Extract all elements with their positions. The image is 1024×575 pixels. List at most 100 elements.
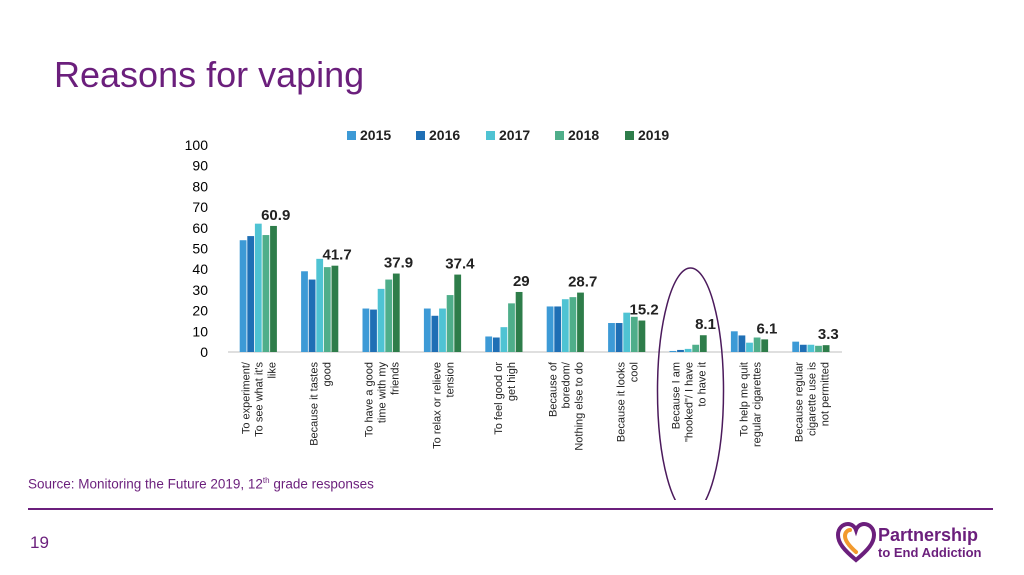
category-label: Because I am (671, 362, 683, 429)
bar (761, 339, 769, 352)
category-label: To help me quit (738, 362, 750, 437)
data-label: 15.2 (629, 302, 658, 319)
bar (485, 336, 493, 352)
slide-title: Reasons for vaping (54, 54, 365, 95)
data-label: 37.4 (445, 256, 475, 273)
category-label: Nothing else to do (574, 362, 586, 451)
legend-swatch (347, 131, 356, 140)
legend-swatch (416, 131, 425, 140)
legend-swatch (486, 131, 495, 140)
bar (446, 295, 454, 352)
bar (623, 312, 631, 352)
legend-swatch (555, 131, 564, 140)
y-tick-label: 60 (192, 220, 208, 236)
data-label: 3.3 (818, 326, 839, 343)
legend-label: 2018 (568, 127, 599, 143)
legend-label: 2017 (499, 127, 530, 143)
bar (822, 345, 830, 352)
bar (546, 306, 554, 352)
logo-line2: to End Addiction (878, 545, 982, 560)
category-label: Because regular (793, 362, 805, 442)
legend-label: 2015 (360, 127, 391, 143)
bar (753, 337, 761, 352)
bar (807, 344, 815, 352)
bar (792, 341, 800, 352)
category-label: tension (444, 362, 456, 397)
y-tick-label: 80 (192, 178, 208, 194)
bar (254, 223, 262, 352)
category-label: like (267, 362, 279, 379)
logo-line1: Partnership (878, 525, 979, 545)
category-label: cool (629, 362, 641, 382)
bar (638, 320, 646, 352)
bar (239, 240, 247, 352)
highlight-ellipse (656, 267, 725, 500)
bar (699, 335, 707, 352)
category-label: "hooked"/ I have (684, 362, 696, 442)
category-label: To have a good (364, 362, 376, 437)
category-label: Because of (548, 361, 560, 417)
bar (492, 337, 500, 352)
bar (669, 350, 677, 352)
category-label: To see what it's (254, 362, 266, 437)
bar (508, 303, 515, 352)
bar (316, 258, 324, 352)
data-label: 41.7 (322, 247, 351, 264)
data-label: 28.7 (568, 274, 597, 291)
y-tick-label: 0 (200, 344, 208, 360)
category-label: time with my (377, 362, 389, 424)
bar (301, 271, 308, 352)
legend-swatch (625, 131, 634, 140)
bar (608, 323, 615, 352)
bar (247, 236, 255, 352)
category-label: to have it (697, 362, 709, 407)
reasons-bar-chart: 0 10 20 30 40 50 60 70 80 90 100 2015 2016 2017 2018 20… (185, 127, 842, 500)
bar (615, 323, 623, 352)
data-label: 6.1 (756, 320, 777, 337)
y-tick-label: 70 (192, 199, 208, 215)
bar (730, 331, 738, 352)
category-label: get high (506, 362, 518, 401)
bar (515, 291, 523, 352)
y-tick-label: 10 (192, 323, 208, 339)
bar (454, 274, 462, 352)
bar (308, 279, 316, 352)
category-label: To feel good or (493, 362, 505, 435)
legend-label: 2019 (638, 127, 669, 143)
category-label: To experiment/ (241, 361, 253, 434)
category-label: not permitted (819, 362, 831, 426)
source-suffix: grade responses (269, 476, 374, 492)
category-label: friends (390, 362, 402, 396)
data-label: 37.9 (384, 255, 413, 272)
category-label: regular cigarettes (751, 362, 763, 447)
bar (431, 315, 439, 352)
category-label: Because it tastes (309, 362, 321, 446)
bar (377, 288, 385, 352)
bar (630, 316, 638, 352)
bar (362, 308, 370, 352)
bar (370, 309, 377, 352)
y-tick-label: 20 (192, 303, 208, 319)
bar (561, 299, 569, 352)
y-tick-label: 90 (192, 158, 208, 174)
bar (799, 344, 807, 352)
bar (554, 306, 562, 352)
bar (270, 225, 277, 352)
bar (385, 279, 393, 352)
bar (684, 348, 692, 352)
category-label: Because it looks (616, 362, 628, 443)
y-tick-label: 100 (185, 137, 209, 153)
bar (392, 273, 400, 352)
bar (323, 267, 331, 352)
bar (746, 342, 753, 352)
y-tick-label: 50 (192, 241, 208, 257)
data-label: 60.9 (261, 207, 290, 224)
bar (423, 308, 431, 352)
footer-divider (28, 508, 993, 510)
bar (439, 308, 446, 352)
y-tick-label: 30 (192, 282, 208, 298)
data-label: 8.1 (695, 316, 716, 333)
bar (500, 327, 508, 352)
heart-icon (836, 522, 877, 563)
bar (677, 349, 684, 352)
